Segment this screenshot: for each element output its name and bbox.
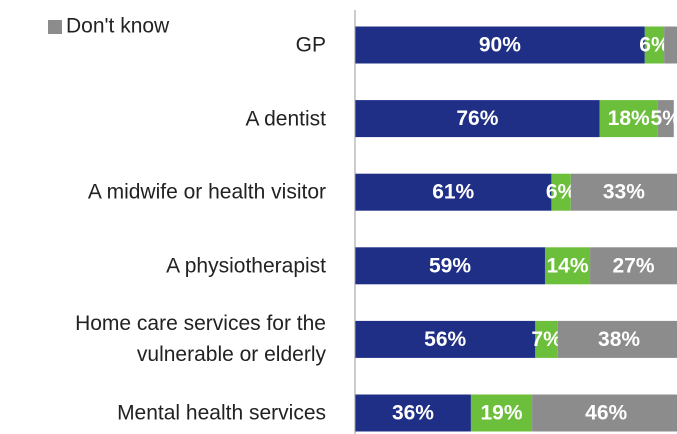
category-label: GP [295, 33, 326, 57]
bar-segment [544, 247, 591, 285]
data-label: 61% [432, 181, 474, 204]
bar-segment [355, 173, 552, 211]
data-label: 38% [598, 328, 640, 351]
category-label: Home care services for the vulnerable or… [75, 312, 326, 367]
bar-segment [570, 173, 677, 211]
data-label: 18% [608, 107, 650, 130]
bar-segment [535, 320, 558, 358]
bar-segment [532, 394, 677, 432]
bar-segment [355, 394, 471, 432]
bar-segment [599, 100, 658, 138]
data-label: 7% [531, 328, 562, 351]
data-label: 14% [547, 254, 589, 277]
data-label: 36% [392, 402, 434, 425]
bar-segment [355, 247, 545, 285]
category-label: Mental health services [117, 401, 326, 425]
bar-segment [470, 394, 533, 432]
data-label: 76% [456, 107, 498, 130]
bar-segment [355, 320, 536, 358]
data-label: 19% [480, 402, 522, 425]
data-label: 27% [613, 254, 655, 277]
bar-segment [657, 100, 674, 138]
category-label: A physiotherapist [166, 254, 326, 278]
legend-swatch [48, 20, 62, 34]
data-label: 46% [585, 402, 627, 425]
bar-segment [355, 26, 645, 64]
bar-segment [557, 320, 677, 358]
data-label: 5% [651, 107, 677, 130]
data-label: 56% [424, 328, 466, 351]
data-label: 90% [479, 34, 521, 57]
bar-segment [551, 173, 571, 211]
data-label: 6% [546, 181, 577, 204]
data-label: 59% [429, 254, 471, 277]
bar-segment [664, 26, 677, 64]
legend-label: Don't know [66, 15, 170, 38]
data-label: 6% [639, 34, 670, 57]
category-label: A dentist [245, 107, 326, 131]
bar-segment [590, 247, 677, 285]
bar-segment [355, 100, 600, 138]
category-label: A midwife or health visitor [87, 180, 326, 204]
data-label: 33% [603, 181, 645, 204]
bar-segment [644, 26, 665, 64]
